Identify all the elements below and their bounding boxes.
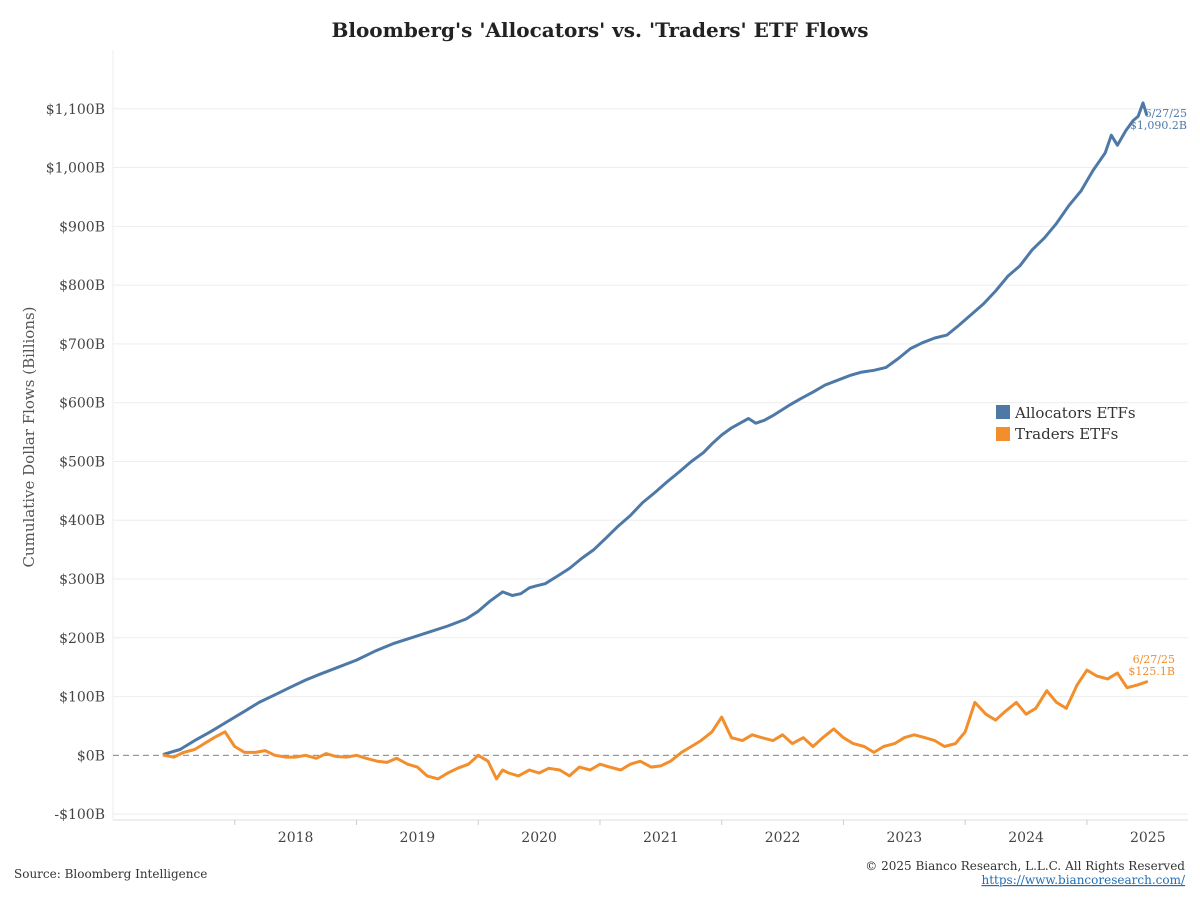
grid-lines — [113, 108, 1188, 815]
y-tick-label: $600B — [59, 396, 105, 412]
y-tick-label: $1,000B — [46, 161, 105, 177]
x-tick-label: 2025 — [1130, 830, 1166, 846]
y-tick-label: $500B — [59, 454, 105, 470]
x-tick-label: 2022 — [765, 830, 801, 846]
legend-label-traders: Traders ETFs — [1015, 425, 1118, 443]
series-line-traders — [162, 668, 1149, 781]
legend: Allocators ETFs Traders ETFs — [996, 404, 1136, 443]
y-tick-label: -$100B — [54, 807, 105, 823]
x-tick-label: 2021 — [643, 830, 679, 846]
legend-label-allocators: Allocators ETFs — [1014, 404, 1136, 422]
y-tick-label: $0B — [77, 748, 105, 764]
x-tick-label: 2024 — [1008, 830, 1044, 846]
x-tick-label: 2018 — [278, 830, 314, 846]
y-tick-label: $200B — [59, 631, 105, 647]
source-note: Source: Bloomberg Intelligence — [14, 867, 207, 881]
x-axis-ticks: 2018 2019 2020 2021 2022 2023 2024 2025 — [234, 820, 1166, 846]
legend-swatch-traders — [996, 427, 1010, 441]
y-tick-label: $900B — [59, 219, 105, 235]
copyright-note: © 2025 Bianco Research, L.L.C. All Right… — [865, 859, 1185, 873]
website-link[interactable]: https://www.biancoresearch.com/ — [981, 873, 1185, 887]
y-tick-label: $800B — [59, 278, 105, 294]
legend-swatch-allocators — [996, 405, 1010, 419]
y-tick-label: $400B — [59, 513, 105, 529]
annotation-traders-value: $125.1B — [1128, 665, 1175, 678]
x-tick-label: 2023 — [887, 830, 923, 846]
annotation-allocators-date: 6/27/25 — [1145, 107, 1187, 120]
y-axis-ticks: -$100B $0B $100B $200B $300B $400B $500B $600B $… — [46, 102, 105, 823]
annotation-traders-date: 6/27/25 — [1133, 653, 1175, 666]
chart-title: Bloomberg's 'Allocators' vs. 'Traders' E… — [331, 18, 868, 42]
y-tick-label: $1,100B — [46, 102, 105, 118]
series-lines — [162, 101, 1149, 781]
y-tick-label: $300B — [59, 572, 105, 588]
x-tick-label: 2020 — [521, 830, 557, 846]
y-tick-label: $100B — [59, 690, 105, 706]
annotation-allocators-value: $1,090.2B — [1130, 119, 1187, 132]
series-line-allocators — [162, 101, 1149, 756]
y-axis-label: Cumulative Dollar Flows (Billions) — [20, 306, 38, 567]
x-tick-label: 2019 — [400, 830, 436, 846]
y-tick-label: $700B — [59, 337, 105, 353]
